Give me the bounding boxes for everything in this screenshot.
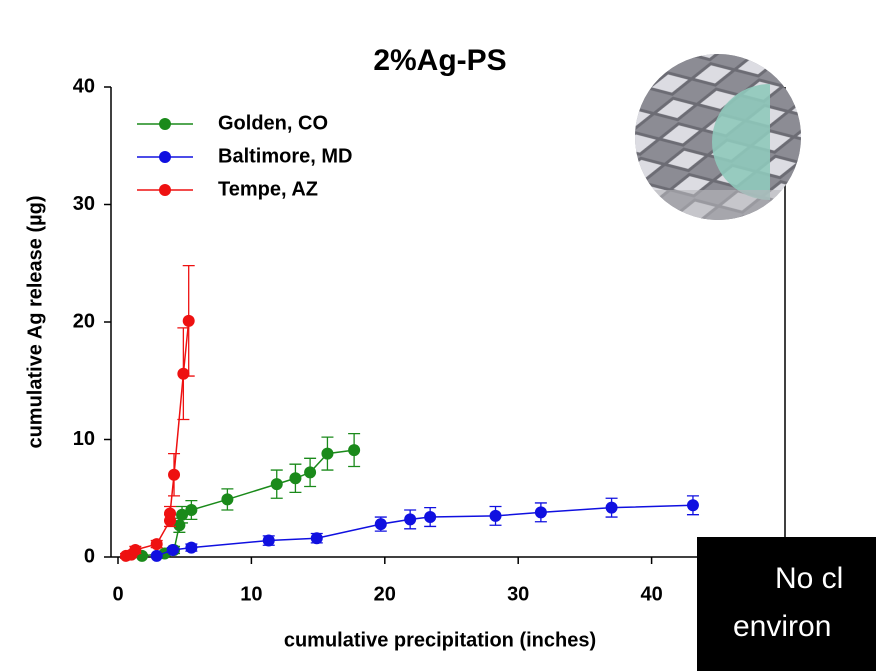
data-point	[168, 468, 181, 481]
data-point	[489, 509, 502, 522]
data-point	[129, 543, 142, 556]
x-axis-label: cumulative precipitation (inches)	[284, 629, 596, 651]
legend-marker	[159, 184, 171, 196]
photo	[635, 54, 801, 220]
annotation-box	[697, 537, 876, 671]
x-tick-label: 20	[374, 583, 396, 605]
annotation-line: environ	[733, 610, 831, 643]
data-point	[166, 543, 179, 556]
data-point	[304, 466, 317, 479]
y-axis-label: cumulative Ag release (µg)	[24, 195, 46, 448]
data-point	[150, 549, 163, 562]
plot-area: 0 10 20 30 40 0 10 20 30 40 Golden, CO Baltimore, M…	[73, 75, 786, 605]
y-tick-label: 40	[73, 75, 95, 97]
legend-marker	[159, 118, 171, 130]
data-point	[404, 513, 417, 526]
data-point	[270, 478, 283, 491]
data-point	[310, 532, 323, 545]
data-point	[182, 314, 195, 327]
data-point	[289, 472, 302, 485]
data-point	[164, 507, 177, 520]
annotation-line: No cl	[775, 562, 843, 595]
y-tick-label: 0	[84, 545, 95, 567]
y-tick-label: 20	[73, 310, 95, 332]
data-point	[605, 501, 618, 514]
x-tick-label: 40	[640, 583, 662, 605]
data-point	[185, 541, 198, 554]
data-point	[534, 506, 547, 519]
data-point	[150, 538, 163, 551]
data-point	[262, 534, 275, 547]
x-tick-label: 10	[240, 583, 262, 605]
legend-label: Golden, CO	[218, 112, 328, 134]
data-point	[321, 447, 334, 460]
data-point	[177, 367, 190, 380]
y-tick-label: 10	[73, 428, 95, 450]
data-point	[176, 508, 189, 521]
y-tick-label: 30	[73, 193, 95, 215]
legend-marker	[159, 151, 171, 163]
chart-title: 2%Ag-PS	[373, 44, 506, 77]
data-point	[424, 511, 437, 524]
data-point	[185, 504, 198, 516]
x-tick-label: 0	[112, 583, 123, 605]
x-tick-label: 30	[507, 583, 529, 605]
legend-label: Baltimore, MD	[218, 145, 352, 167]
data-point	[374, 518, 387, 531]
legend-label: Tempe, AZ	[218, 178, 318, 200]
data-point	[686, 499, 699, 512]
data-point	[221, 493, 234, 506]
data-point	[348, 444, 361, 457]
